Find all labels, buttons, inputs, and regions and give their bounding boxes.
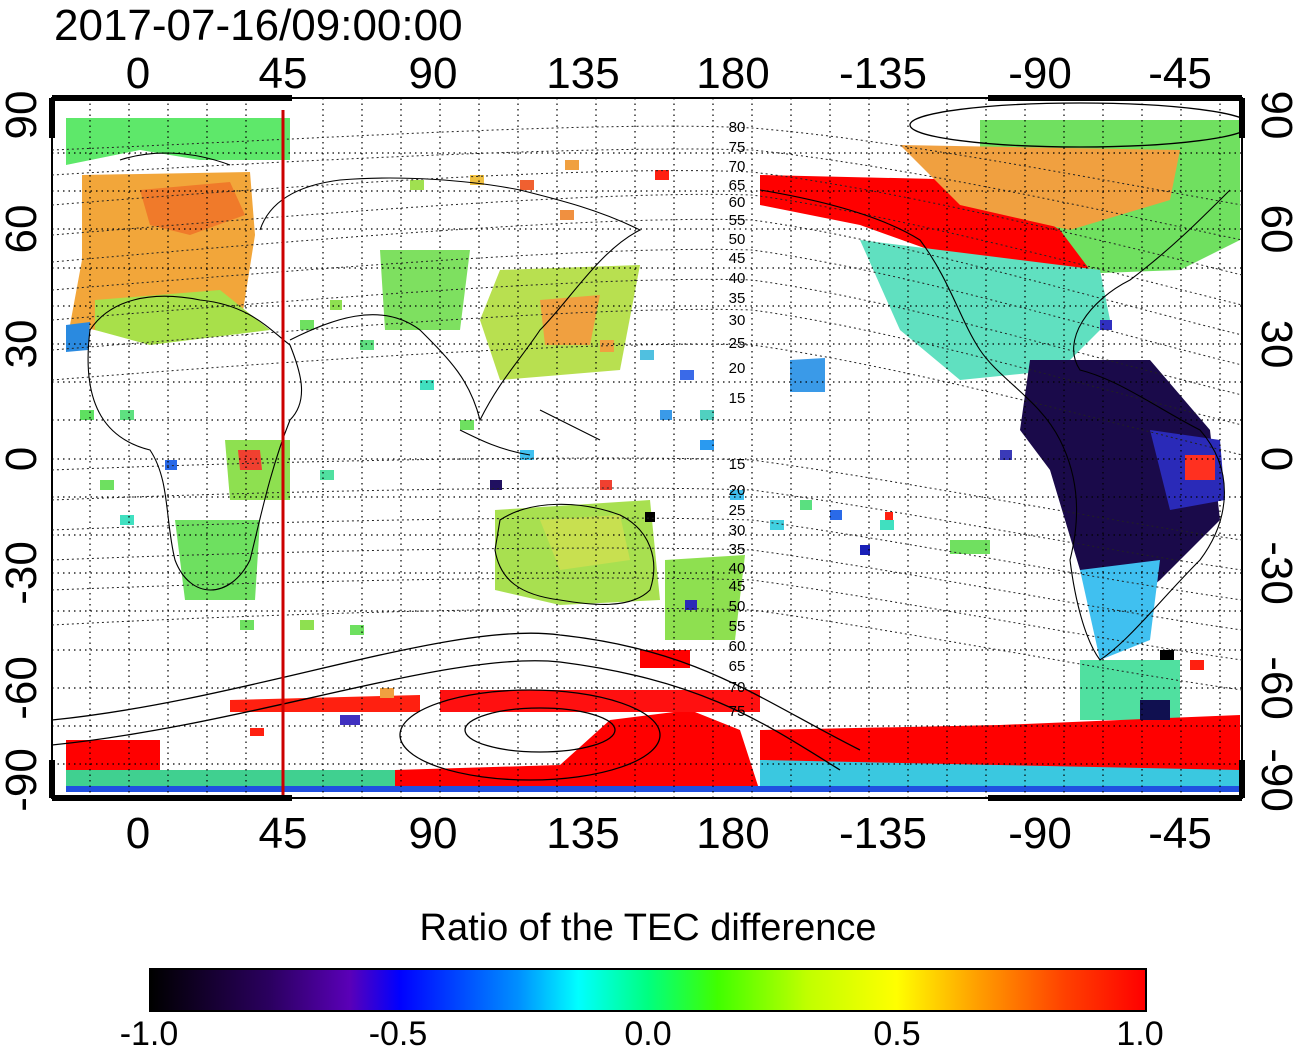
- right-lat-label: 90: [1252, 91, 1296, 140]
- colorbar-tick: 0.5: [873, 1015, 921, 1053]
- contour-label: 55: [729, 212, 746, 229]
- contour-label: 35: [729, 290, 746, 307]
- left-lat-label: -30: [0, 541, 46, 605]
- frame-bars: [49, 95, 1245, 801]
- bottom-lon-label: 180: [696, 809, 769, 858]
- colorbar-tick: -0.5: [368, 1015, 428, 1053]
- contour-label: 15: [729, 456, 746, 473]
- contour-labels: 80 75 70 65 60 55 50 45 40 35 30 25 20 1…: [729, 119, 746, 720]
- contour-label: 30: [729, 522, 746, 539]
- contour-label: 60: [729, 638, 746, 655]
- colorbar-title: Ratio of the TEC difference: [419, 907, 877, 949]
- map-title: 2017-07-16/09:00:00: [54, 1, 463, 50]
- contour-label: 40: [729, 560, 746, 577]
- contour-label: 75: [729, 703, 746, 720]
- bottom-lon-label: -90: [1008, 809, 1072, 858]
- contour-label: 35: [729, 541, 746, 558]
- right-lat-labels: 90 60 30 0 -30 -60 -90: [1252, 91, 1296, 812]
- top-lon-label: -90: [1008, 49, 1072, 98]
- contour-label: 50: [729, 231, 746, 248]
- tec-map: 0 45 90 135 180 -135 -90 -45 0 45 90 135…: [0, 49, 1296, 858]
- colorbar-tick: -1.0: [119, 1015, 179, 1053]
- top-lon-labels: 0 45 90 135 180 -135 -90 -45: [126, 49, 1212, 98]
- contour-label: 50: [729, 598, 746, 615]
- contour-label: 70: [729, 158, 746, 175]
- left-lat-label: 0: [0, 447, 46, 471]
- contour-label: 20: [729, 360, 746, 377]
- contour-label: 80: [729, 119, 746, 136]
- top-lon-label: 135: [546, 49, 619, 98]
- bottom-lon-label: -135: [839, 809, 927, 858]
- colorbar-tick: 1.0: [1116, 1015, 1164, 1053]
- contour-label: 75: [729, 139, 746, 156]
- right-lat-label: -60: [1252, 656, 1296, 720]
- right-lat-label: 30: [1252, 320, 1296, 369]
- contour-lines: [52, 125, 1242, 691]
- bottom-lon-label: 45: [259, 809, 308, 858]
- tec-regions: [66, 118, 1240, 792]
- contour-label: 30: [729, 312, 746, 329]
- contour-label: 60: [729, 194, 746, 211]
- right-lat-label: -90: [1252, 748, 1296, 812]
- coastlines: [87, 152, 1231, 661]
- left-lat-label: -60: [0, 656, 46, 720]
- top-lon-label: 0: [126, 49, 150, 98]
- left-lat-label: 30: [0, 320, 46, 369]
- contour-label: 25: [729, 335, 746, 352]
- left-lat-labels: 90 60 30 0 -30 -60 -90: [0, 91, 46, 812]
- top-lon-label: 90: [409, 49, 458, 98]
- contour-label: 65: [729, 177, 746, 194]
- aurora-contours: [52, 102, 1242, 781]
- graticule: [52, 98, 1242, 798]
- contour-label: 25: [729, 502, 746, 519]
- bottom-lon-label: 135: [546, 809, 619, 858]
- left-lat-label: 60: [0, 205, 46, 254]
- top-lon-label: -45: [1148, 49, 1212, 98]
- top-lon-label: 45: [259, 49, 308, 98]
- left-lat-label: -90: [0, 748, 46, 812]
- contour-label: 15: [729, 390, 746, 407]
- bottom-lon-label: 90: [409, 809, 458, 858]
- contour-label: 40: [729, 270, 746, 287]
- contour-label: 65: [729, 658, 746, 675]
- bottom-lon-label: -45: [1148, 809, 1212, 858]
- top-lon-label: -135: [839, 49, 927, 98]
- top-lon-label: 180: [696, 49, 769, 98]
- colorbar-tick: 0.0: [624, 1015, 672, 1053]
- right-lat-label: 0: [1252, 447, 1296, 471]
- bottom-lon-labels: 0 45 90 135 180 -135 -90 -45: [126, 809, 1212, 858]
- contour-label: 70: [729, 679, 746, 696]
- right-lat-label: 60: [1252, 205, 1296, 254]
- contour-label: 20: [729, 482, 746, 499]
- left-lat-label: 90: [0, 91, 46, 140]
- contour-label: 45: [729, 250, 746, 267]
- contour-label: 45: [729, 578, 746, 595]
- colorbar: [149, 968, 1147, 1012]
- bottom-lon-label: 0: [126, 809, 150, 858]
- right-lat-label: -30: [1252, 541, 1296, 605]
- contour-label: 55: [729, 618, 746, 635]
